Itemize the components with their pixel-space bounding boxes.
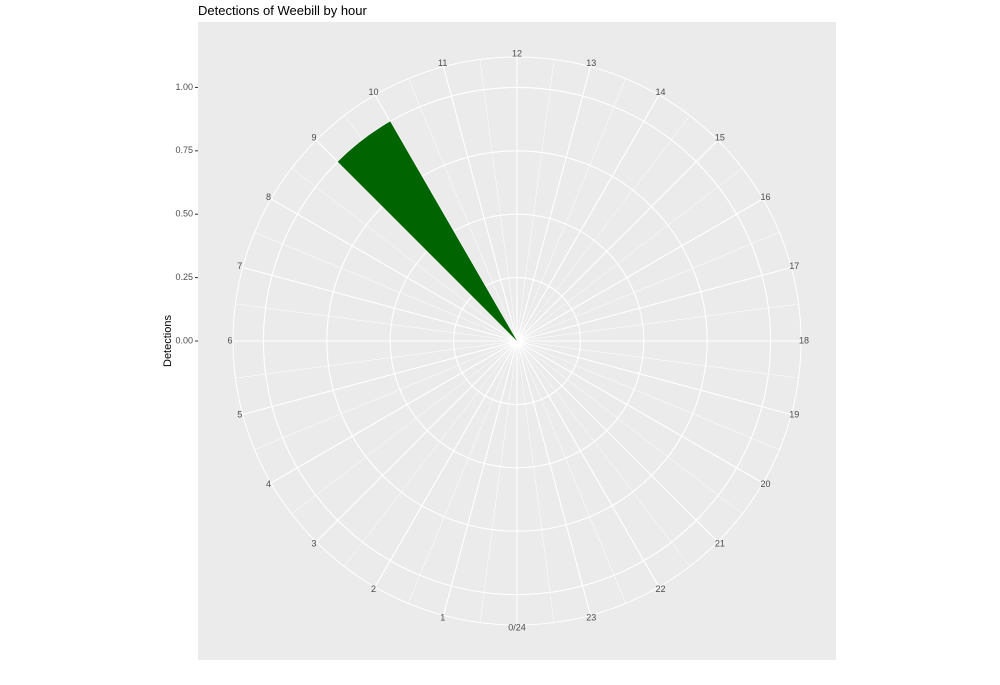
major-spoke [516,266,792,342]
x-tick-label: 18 [799,335,809,345]
minor-spoke [291,167,518,342]
minor-spoke [516,59,555,342]
x-tick-label: 1 [440,613,445,623]
major-spoke [315,139,518,342]
x-tick-label: 6 [227,335,232,345]
x-tick-label: 21 [715,538,725,548]
minor-spoke [254,340,518,450]
y-axis-title: Detections [162,315,174,367]
minor-spoke [516,232,780,342]
major-spoke [242,266,518,342]
x-tick-label: 22 [655,584,665,594]
x-tick-label: 23 [586,613,596,623]
minor-spoke [235,340,518,379]
x-tick-label: 13 [586,58,596,68]
minor-spoke [516,340,743,515]
minor-spoke [343,340,518,567]
minor-spoke [408,340,518,604]
x-tick-label: 14 [655,87,665,97]
major-spoke [442,66,518,342]
x-tick-label: 11 [438,58,447,68]
major-spoke [516,340,792,416]
major-spoke [516,340,660,588]
minor-spoke [516,340,626,604]
major-spoke [374,340,518,588]
x-tick-label: 17 [789,261,799,271]
minor-spoke [516,115,691,342]
x-tick-label: 2 [371,584,376,594]
major-spoke [270,198,518,342]
x-tick-label: 0/24 [508,622,526,632]
x-tick-label: 7 [237,261,242,271]
x-tick-label: 16 [761,192,771,202]
major-spoke [516,66,592,342]
x-tick-label: 3 [312,538,317,548]
grid-circle [326,150,708,532]
x-tick-label: 10 [368,87,378,97]
minor-spoke [235,303,518,342]
y-tick-label: 0.75 [175,145,193,155]
x-tick-label: 19 [789,410,799,420]
minor-spoke [516,78,626,342]
x-tick-label: 8 [266,192,271,202]
y-tick-label: 0.00 [175,335,193,345]
y-tick-label: 0.50 [175,209,193,219]
x-tick-label: 9 [312,132,317,142]
major-spoke [242,340,518,416]
major-spoke [516,340,592,616]
major-spoke [516,139,719,342]
minor-spoke [516,340,555,623]
grid-circle [389,213,645,469]
chart-title: Detections of Weebill by hour [198,3,368,18]
major-spoke [442,340,518,616]
minor-spoke [254,232,518,342]
major-spoke [315,340,518,543]
minor-spoke [516,340,691,567]
minor-spoke [516,303,799,342]
minor-spoke [408,78,518,342]
x-tick-label: 4 [266,479,271,489]
grid-circle [453,277,581,405]
major-spoke [516,94,660,342]
minor-spoke [516,167,743,342]
minor-spoke [291,340,518,515]
bar [337,121,517,342]
minor-spoke [479,340,518,623]
major-spoke [516,340,719,543]
major-spoke [516,340,764,484]
x-tick-label: 12 [512,48,522,58]
y-tick-label: 1.00 [175,82,193,92]
x-tick-label: 5 [237,410,242,420]
minor-spoke [516,340,780,450]
minor-spoke [516,340,799,379]
grid-circle [262,86,772,596]
y-tick-label: 0.25 [175,272,193,282]
x-tick-label: 20 [761,479,771,489]
minor-spoke [479,59,518,342]
major-spoke [270,340,518,484]
major-spoke [516,198,764,342]
x-tick-label: 15 [715,132,725,142]
